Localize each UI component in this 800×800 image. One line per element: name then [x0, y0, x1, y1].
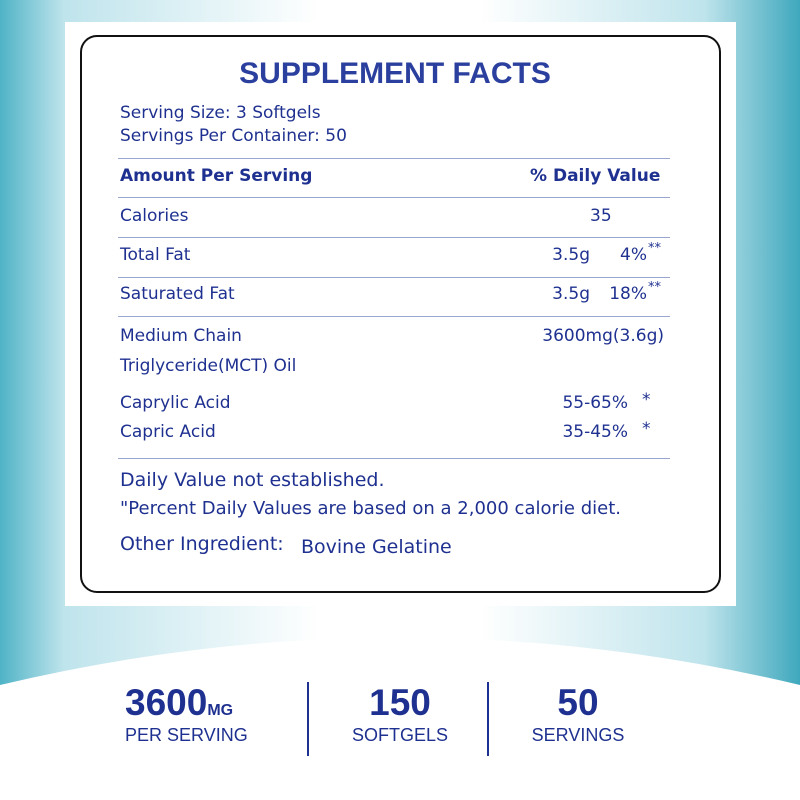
row-amount: 3.5g — [552, 245, 590, 265]
row-note: ** — [648, 241, 661, 256]
row-dv: 18% — [609, 284, 647, 304]
rule — [118, 158, 670, 159]
row-name: Total Fat — [120, 245, 191, 265]
row-dv: 4% — [620, 245, 647, 265]
row-name: Caprylic Acid — [120, 393, 231, 413]
other-ingredient-value: Bovine Gelatine — [301, 536, 452, 558]
stat-value: 3600 — [125, 682, 208, 723]
stat: 3600MG — [125, 684, 233, 721]
rule — [118, 237, 670, 238]
footnote: Daily Value not established. — [120, 469, 385, 491]
row-note: ** — [648, 280, 661, 295]
stat-label: SOFTGELS — [351, 725, 449, 745]
bottom-curve — [0, 637, 800, 800]
rule — [118, 197, 670, 198]
row-amount: 35-45% — [562, 422, 628, 442]
servings-per-container: Servings Per Container: 50 — [120, 126, 347, 146]
title: SUPPLEMENT FACTS — [239, 57, 551, 90]
label-border — [80, 35, 721, 593]
header-daily-value: % Daily Value — [530, 166, 661, 186]
stat-unit: MG — [207, 702, 234, 719]
row-name: Capric Acid — [120, 422, 216, 442]
row-name: Triglyceride(MCT) Oil — [120, 356, 297, 376]
rule — [118, 277, 670, 278]
row-name: Saturated Fat — [120, 284, 235, 304]
row-amount: 35 — [590, 206, 612, 226]
rule — [118, 316, 670, 317]
row-note: * — [642, 419, 651, 439]
label-panel — [65, 22, 736, 606]
row-amount: 3.5g — [552, 284, 590, 304]
row-name: Medium Chain — [120, 326, 242, 346]
stat-value: 150 — [369, 682, 431, 723]
row-amount: 3600mg(3.6g) — [542, 326, 664, 346]
stat-label: PER SERVING — [125, 725, 248, 745]
row-note: * — [642, 390, 651, 410]
row-name: Calories — [120, 206, 189, 226]
stat-label: SERVINGS — [531, 725, 625, 745]
serving-size: Serving Size: 3 Softgels — [120, 103, 321, 123]
rule — [118, 458, 670, 459]
header-amount: Amount Per Serving — [120, 166, 313, 186]
other-ingredient-label: Other Ingredient: — [120, 533, 284, 555]
stat-value: 50 — [557, 682, 599, 723]
row-amount: 55-65% — [562, 393, 628, 413]
footnote: "Percent Daily Values are based on a 2,0… — [120, 498, 621, 519]
